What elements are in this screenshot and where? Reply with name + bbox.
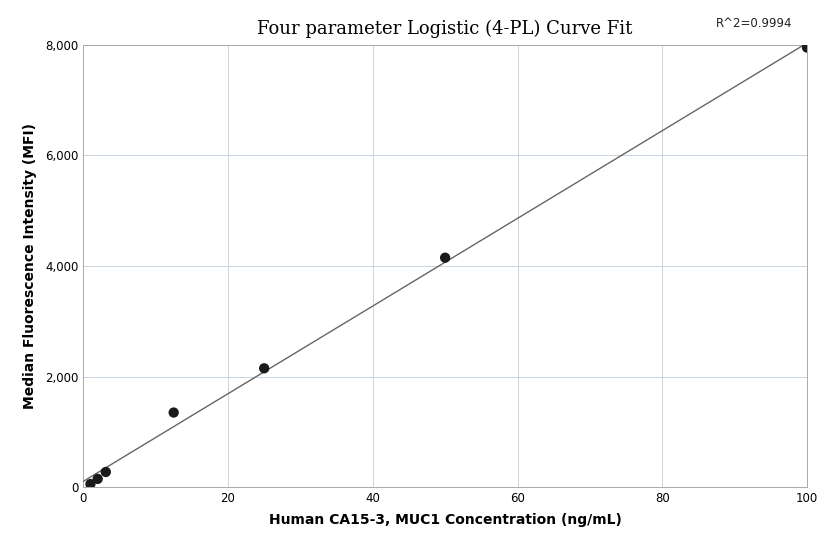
Y-axis label: Median Fluorescence Intensity (MFI): Median Fluorescence Intensity (MFI): [22, 123, 37, 409]
Point: [84, 479, 97, 488]
Point: [800, 43, 814, 52]
Point: [258, 364, 271, 373]
Title: Four parameter Logistic (4-PL) Curve Fit: Four parameter Logistic (4-PL) Curve Fit: [257, 20, 633, 38]
X-axis label: Human CA15-3, MUC1 Concentration (ng/mL): Human CA15-3, MUC1 Concentration (ng/mL): [269, 514, 622, 528]
Text: R^2=0.9994: R^2=0.9994: [716, 17, 793, 30]
Point: [438, 253, 452, 262]
Point: [167, 408, 181, 417]
Point: [99, 468, 112, 477]
Point: [91, 474, 104, 483]
